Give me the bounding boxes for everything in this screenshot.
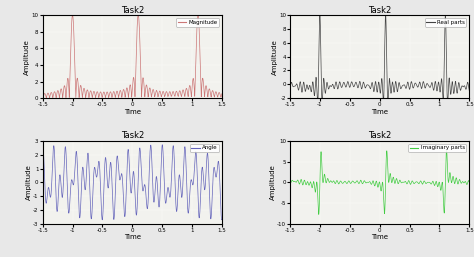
Legend: Real parts: Real parts — [425, 18, 466, 26]
Y-axis label: Amplitude: Amplitude — [272, 39, 277, 75]
X-axis label: Time: Time — [371, 109, 388, 115]
Y-axis label: Amplitude: Amplitude — [24, 39, 30, 75]
X-axis label: Time: Time — [124, 109, 141, 115]
Legend: Magnitude: Magnitude — [176, 18, 219, 26]
Y-axis label: Amplitude: Amplitude — [269, 164, 275, 200]
Legend: Angle: Angle — [190, 144, 219, 152]
Legend: Imaginary parts: Imaginary parts — [409, 144, 466, 152]
X-axis label: Time: Time — [371, 234, 388, 240]
Y-axis label: Amplitude: Amplitude — [26, 164, 32, 200]
Title: Task2: Task2 — [121, 6, 144, 15]
Title: Task2: Task2 — [121, 131, 144, 140]
X-axis label: Time: Time — [124, 234, 141, 240]
Title: Task2: Task2 — [368, 131, 391, 140]
Title: Task2: Task2 — [368, 6, 391, 15]
